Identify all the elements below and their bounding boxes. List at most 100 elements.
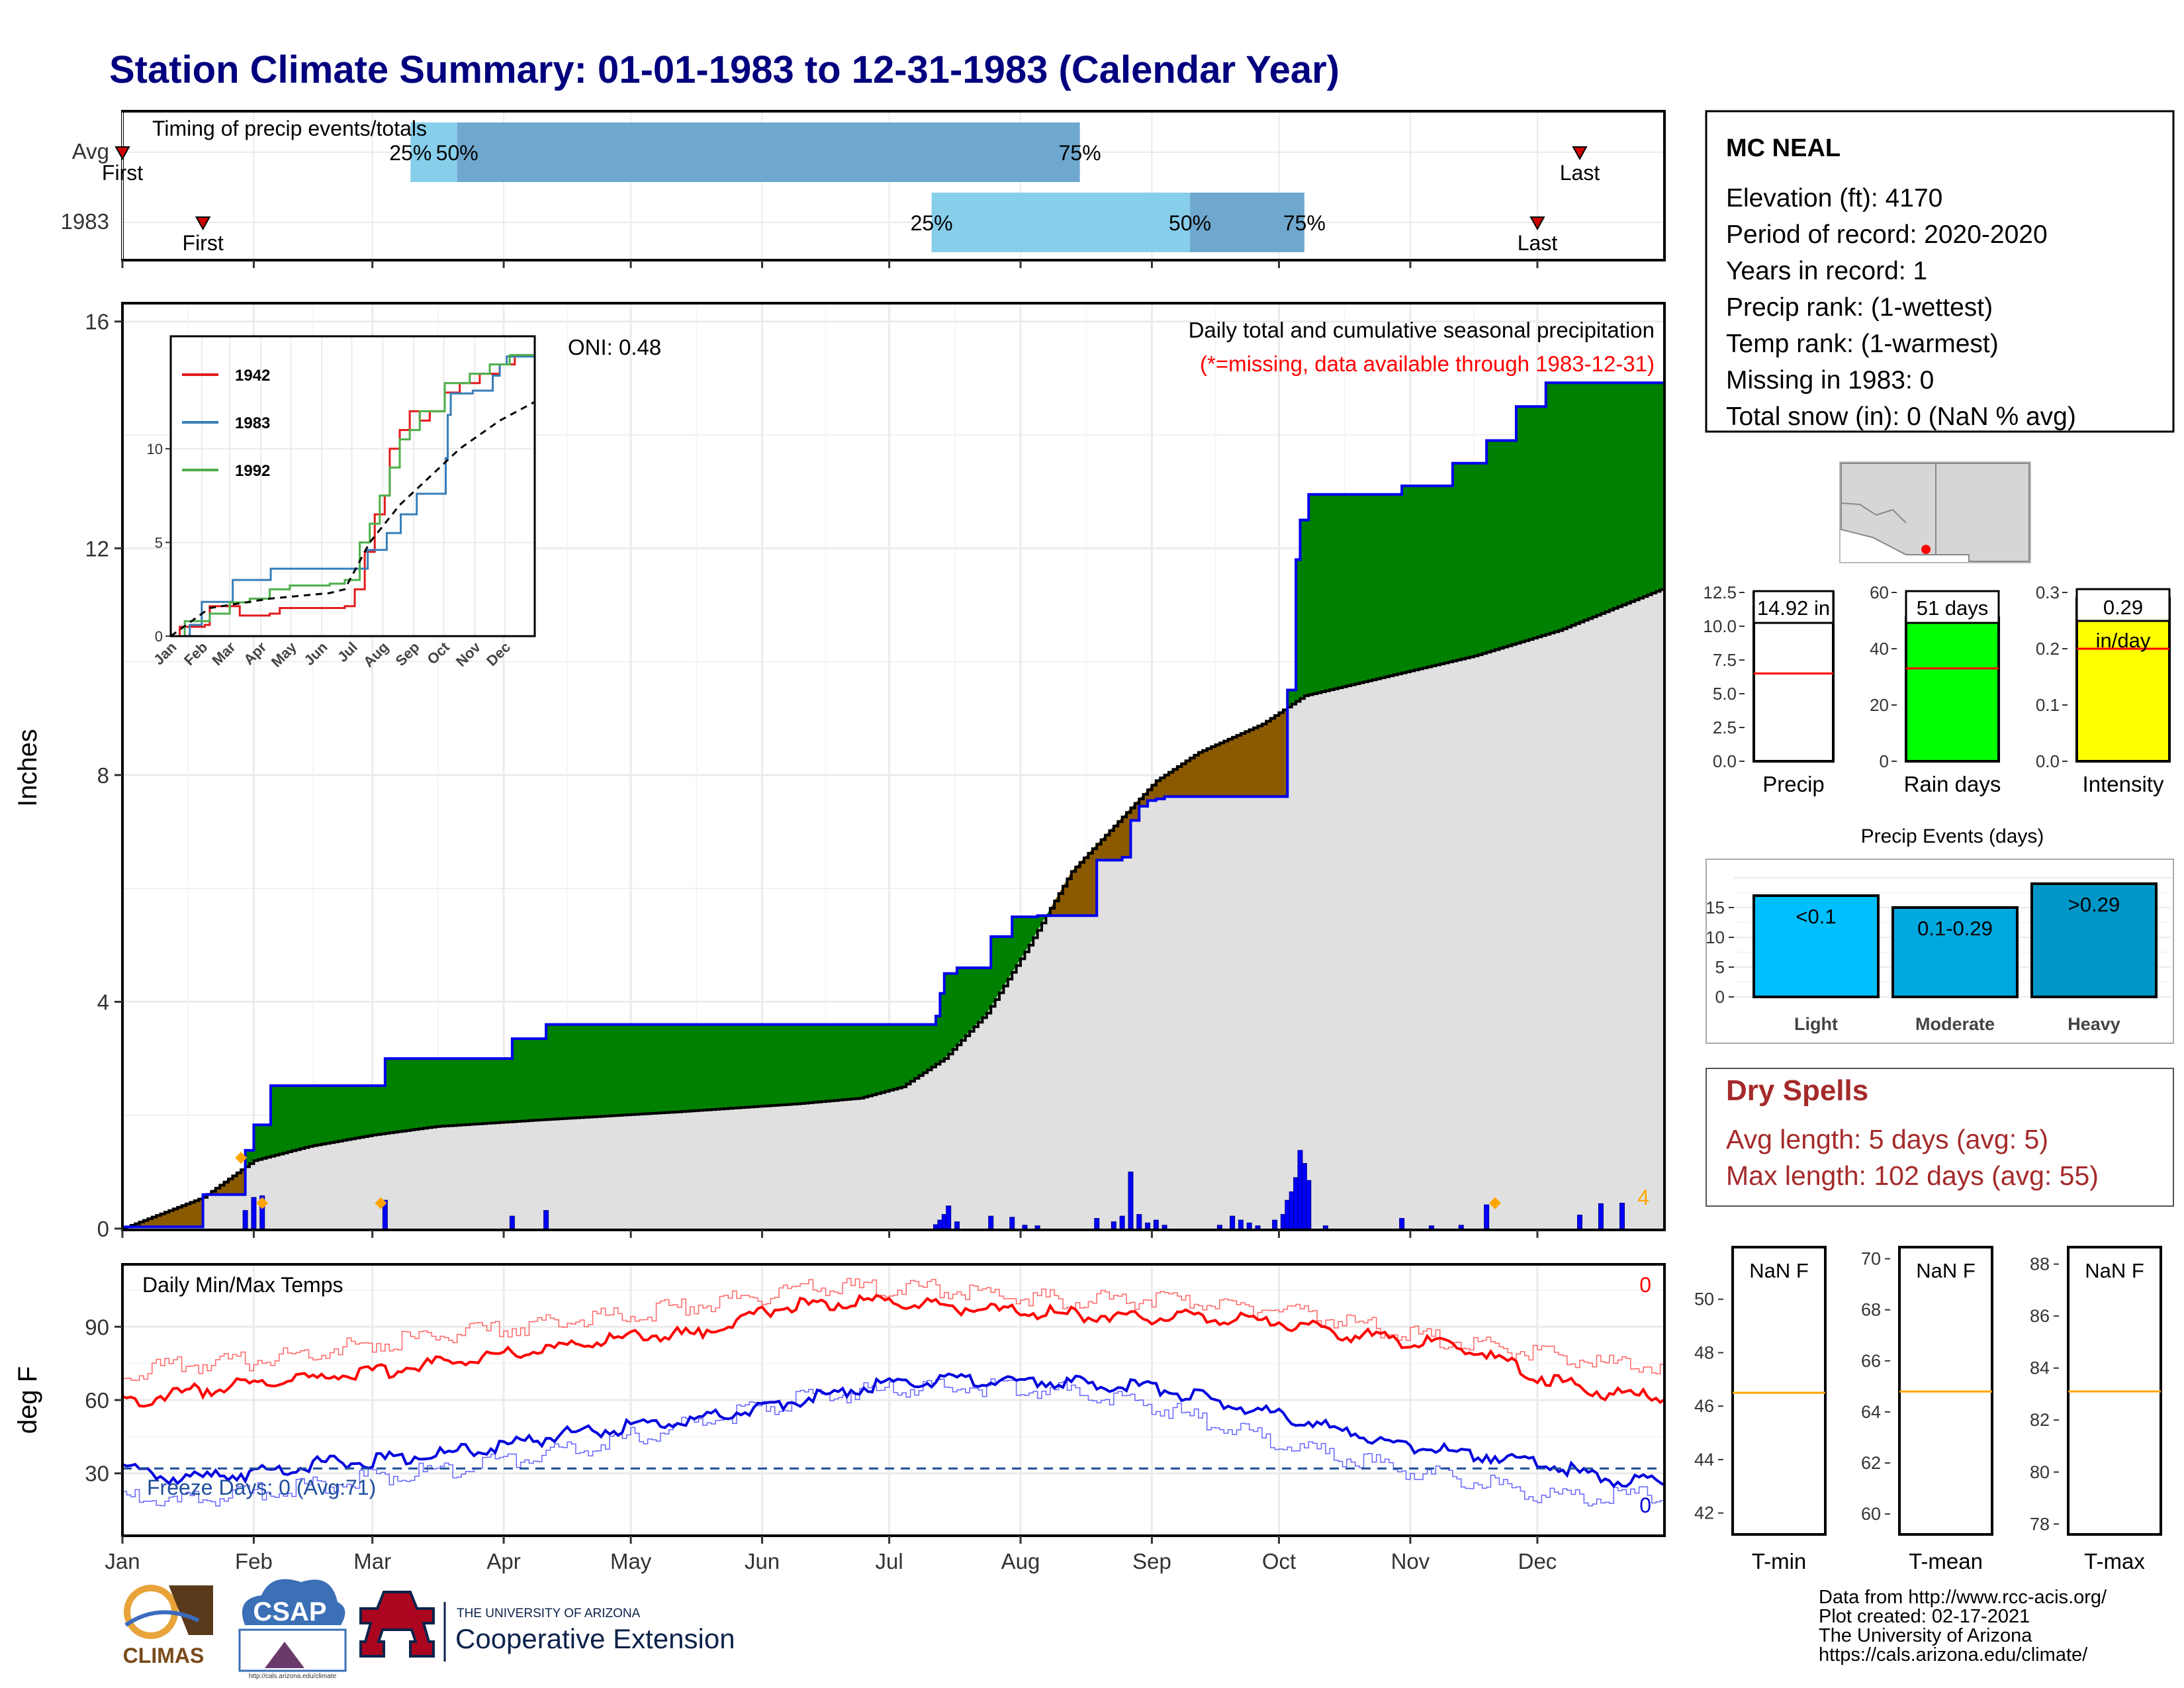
wetter-slice [461,1058,467,1125]
wetter-slice [737,1024,742,1108]
tmin-normal-line [122,1378,1665,1507]
climas-logo: CLIMAS [113,1583,215,1673]
wetter-slice [398,1058,403,1132]
wetter-slice [1592,383,1598,617]
tempbox-xlabel: T-mean [1909,1549,1983,1573]
wetter-slice [1312,494,1318,694]
tempbox-xlabel: T-min [1752,1549,1807,1573]
station-info-box: MC NEAL Elevation (ft): 4170 Period of r… [1705,110,2175,433]
timing-last-label: Last [1560,161,1600,185]
wetter-slice [1647,383,1653,595]
precip-events-chart: Precip Events (days) 0 5 10 15 <0.1 Light 0.1-… [1706,825,2174,1044]
events-ytick-label: 15 [1706,898,1725,917]
precip-ytick-label: 0 [97,1217,109,1241]
precip-ytick-label: 8 [97,763,109,788]
temperature-boxes: 42 44 46 48 50 NaN F T-min 60 62 64 66 68 70 NaN F T-m… [1694,1246,2162,1573]
mini-ytick-label: 0.0 [1713,751,1737,771]
ua-big-text: Cooperative Extension [455,1623,735,1654]
wetter-slice [419,1058,424,1129]
wetter-slice [974,968,979,1027]
daily-precip-bar [1428,1225,1434,1229]
mini-ytick-label: 0 [1880,751,1889,771]
wetter-slice [1308,494,1314,695]
drier-slice [1181,761,1187,797]
daily-precip-bar [1246,1222,1252,1229]
inset-ytick-label: 5 [155,534,163,551]
timing-last-marker [1529,216,1545,231]
wetter-slice [834,1024,839,1101]
wetter-slice [859,1024,864,1099]
summary-bars: 0.0 2.5 5.0 7.5 10.0 12.5 14.92 in Precip 0 20 40 6… [1703,583,2171,796]
wetter-slice [1393,494,1398,675]
wetter-slice [617,1024,623,1115]
tempbox-ytick-label: 70 [1861,1249,1881,1269]
drier-slice [1253,726,1259,797]
wetter-slice [855,1024,860,1099]
drier-slice [1245,729,1250,797]
wetter-slice [1330,494,1335,690]
month-label: Jan [105,1549,140,1573]
wetter-slice [626,1024,631,1115]
wetter-slice [1469,463,1475,657]
timing-bar-q50-q75 [1190,193,1304,252]
wetter-slice [1630,383,1635,602]
wetter-slice [893,1024,899,1090]
tempbox-ytick-label: 68 [1861,1300,1881,1320]
tempbox-ytick-label: 60 [1861,1504,1881,1524]
wetter-slice [901,1024,907,1087]
tempbox-ytick-label: 50 [1694,1289,1714,1309]
wetter-slice [334,1086,340,1142]
wetter-slice [986,968,991,1013]
station-line: Total snow (in): 0 (NaN % avg) [1726,402,2076,431]
wetter-slice [1448,486,1453,662]
wetter-slice [610,1024,615,1116]
wetter-slice [520,1039,525,1121]
wetter-slice [292,1086,297,1151]
wetter-slice [457,1058,462,1125]
dry-spells-frame [1706,1068,2174,1207]
missing-marker [375,1197,387,1209]
climas-wordmark: CLIMAS [123,1644,205,1667]
mini-ytick-label: 5.0 [1713,684,1737,704]
inset-frame [169,335,536,637]
tempbox-label: NaN F [1916,1259,1976,1282]
wetter-slice [495,1058,500,1123]
wetter-slice [478,1058,483,1124]
daily-precip-bar [1576,1214,1582,1229]
csap-cloud-icon [242,1579,345,1625]
wetter-slice [567,1024,572,1119]
wetter-slice [677,1024,682,1112]
daily-precip-bar [1322,1225,1328,1229]
wetter-slice [1524,406,1529,641]
wetter-slice [774,1024,780,1105]
mini-xlabel: Precip [1762,772,1825,796]
tempbox-ytick-label: 42 [1694,1503,1714,1523]
locator-map [1839,461,2031,563]
wetter-slice [1516,406,1521,643]
wetter-slice [770,1024,776,1106]
missing-marker [256,1197,269,1209]
wetter-slice [1342,494,1347,687]
wetter-slice [435,1058,441,1127]
daily-precip-bar [988,1215,994,1229]
wetter-slice [448,1058,453,1126]
temps-panel: 30 60 90 deg F Daily Min/Max Temps 0 0 Fre… [13,1230,1666,1573]
wetter-slice [554,1024,559,1119]
wetter-slice [787,1024,792,1105]
daily-precip-bar [242,1210,248,1229]
wetter-slice [423,1058,428,1129]
climas-mountain-icon [169,1585,213,1635]
wetter-slice [389,1058,394,1133]
mini-label: 0.29 [2103,596,2143,619]
wetter-slice [1457,463,1462,660]
wetter-slice [1461,463,1466,659]
events-title: Precip Events (days) [1861,825,2044,847]
wetter-slice [796,1024,801,1104]
wetter-slice [541,1039,547,1120]
wetter-slice [1300,520,1305,699]
wetter-slice [864,1024,869,1098]
wetter-slice [355,1086,361,1139]
wetter-slice [639,1024,644,1115]
freeze-days-label: Freeze Days: 0 (Avg:71) [147,1476,376,1499]
wetter-slice [469,1058,475,1125]
